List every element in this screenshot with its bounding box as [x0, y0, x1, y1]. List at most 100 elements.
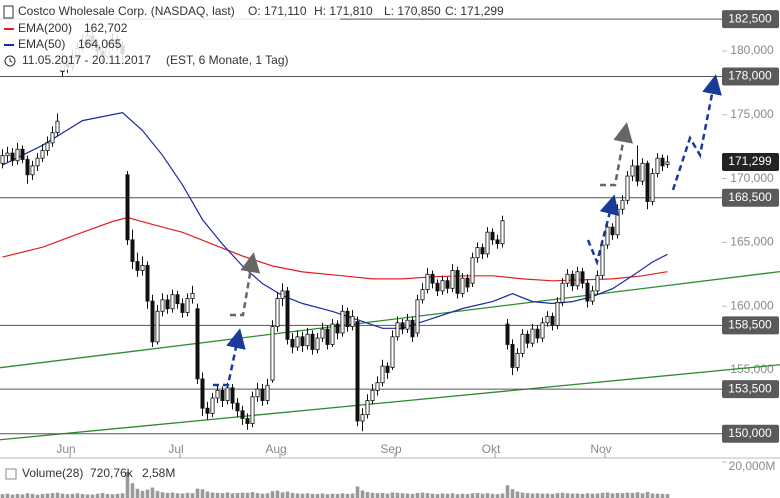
volume-bar — [510, 489, 515, 498]
candle-body — [225, 387, 230, 401]
level-label-box — [722, 10, 779, 29]
candle-body — [610, 226, 615, 236]
volume-bar — [60, 493, 65, 498]
volume-last: 720,76k — [90, 466, 134, 480]
volume-bar — [390, 492, 395, 498]
candle-body — [10, 152, 15, 162]
volume-bar — [400, 493, 405, 498]
candle-body — [575, 271, 580, 287]
candle-body — [355, 321, 360, 422]
candle-body — [190, 293, 195, 299]
period: 11.05.2017 - 20.11.2017 — [22, 53, 151, 67]
volume-bar — [330, 493, 335, 498]
volume-bar — [185, 492, 190, 498]
candle-body — [525, 333, 530, 344]
volume-bar — [365, 492, 370, 498]
candle-body — [455, 270, 460, 294]
volume-bar — [570, 493, 575, 498]
candle-body — [615, 208, 620, 236]
volume-bar — [595, 493, 600, 498]
period-note: (EST, 6 Monate, 1 Tag) — [166, 53, 289, 67]
volume-bar — [290, 492, 295, 498]
volume-bar — [660, 493, 665, 498]
level-label-box — [722, 188, 779, 207]
candle-body — [475, 247, 480, 259]
projection-arrow — [671, 74, 722, 191]
volume-bar — [225, 492, 230, 498]
volume-bar — [300, 493, 305, 498]
candle-body — [590, 290, 595, 302]
volume-bar — [590, 493, 595, 498]
candle-body — [0, 155, 5, 164]
volume-bar — [430, 493, 435, 498]
volume-bar — [110, 494, 115, 498]
volume-bar — [445, 493, 450, 498]
candle-body — [425, 273, 430, 290]
candle-body — [185, 298, 190, 313]
volume-bar — [285, 491, 290, 498]
volume-bar — [350, 493, 355, 498]
last-price-box — [722, 153, 779, 172]
volume-bar — [475, 492, 480, 498]
candle-body — [515, 352, 520, 368]
volume-bar — [270, 491, 275, 498]
volume-average: 2,58M — [142, 466, 175, 480]
candle-body — [285, 290, 290, 340]
candle-body — [495, 239, 500, 245]
level-label-box — [722, 316, 779, 335]
volume-bar — [55, 492, 60, 498]
candle-body — [270, 326, 275, 381]
volume-bar — [210, 492, 215, 498]
candle-body — [635, 165, 640, 182]
volume-bar — [465, 494, 470, 498]
candle-body — [460, 277, 465, 294]
candle-body — [370, 389, 375, 401]
candle-body — [310, 333, 315, 350]
candle-body — [180, 303, 185, 313]
candle-body — [125, 174, 130, 241]
volume-bar — [140, 490, 145, 498]
volume-bar — [220, 493, 225, 498]
candle-body — [150, 300, 155, 343]
volume-bar — [255, 493, 260, 498]
y-tick-label: 180,000 — [730, 43, 774, 57]
x-tick-label: Jul — [168, 442, 183, 456]
candle-body — [650, 173, 655, 202]
volume-bar — [385, 493, 390, 498]
level-label: 153,500 — [728, 381, 772, 395]
candle-body — [595, 275, 600, 292]
candle-body — [380, 365, 385, 384]
volume-bar — [240, 492, 245, 498]
candle-body — [35, 157, 40, 167]
candle-body — [140, 264, 145, 271]
volume-bar — [640, 493, 645, 498]
volume-bar — [455, 494, 460, 498]
candle-body — [570, 273, 575, 287]
candle-body — [540, 322, 545, 339]
volume-bar — [70, 493, 75, 498]
volume-bar — [655, 493, 660, 498]
volume-panel: 20,000M Volume(28) 720,76k 2,58M — [0, 459, 775, 498]
volume-bar — [260, 493, 265, 498]
volume-bar — [65, 494, 70, 498]
volume-bar — [610, 493, 615, 498]
volume-bar — [540, 493, 545, 498]
volume-bar — [10, 494, 15, 498]
level-label-box — [722, 67, 779, 86]
candle-body — [560, 282, 565, 303]
volume-bar — [80, 494, 85, 498]
volume-bar — [90, 494, 95, 498]
volume-bar — [275, 490, 280, 498]
volume-bar — [415, 492, 420, 498]
volume-bar — [405, 493, 410, 498]
candle-body — [235, 402, 240, 412]
candle-body — [165, 299, 170, 310]
legend-background — [0, 0, 340, 70]
volume-bar — [525, 493, 530, 498]
candle-body — [430, 273, 435, 284]
legend-value: 164,065 — [78, 37, 122, 51]
volume-bar — [555, 493, 560, 498]
candle-body — [205, 407, 210, 414]
candle-body — [20, 148, 25, 160]
last-price-label: 171,299 — [728, 154, 772, 168]
